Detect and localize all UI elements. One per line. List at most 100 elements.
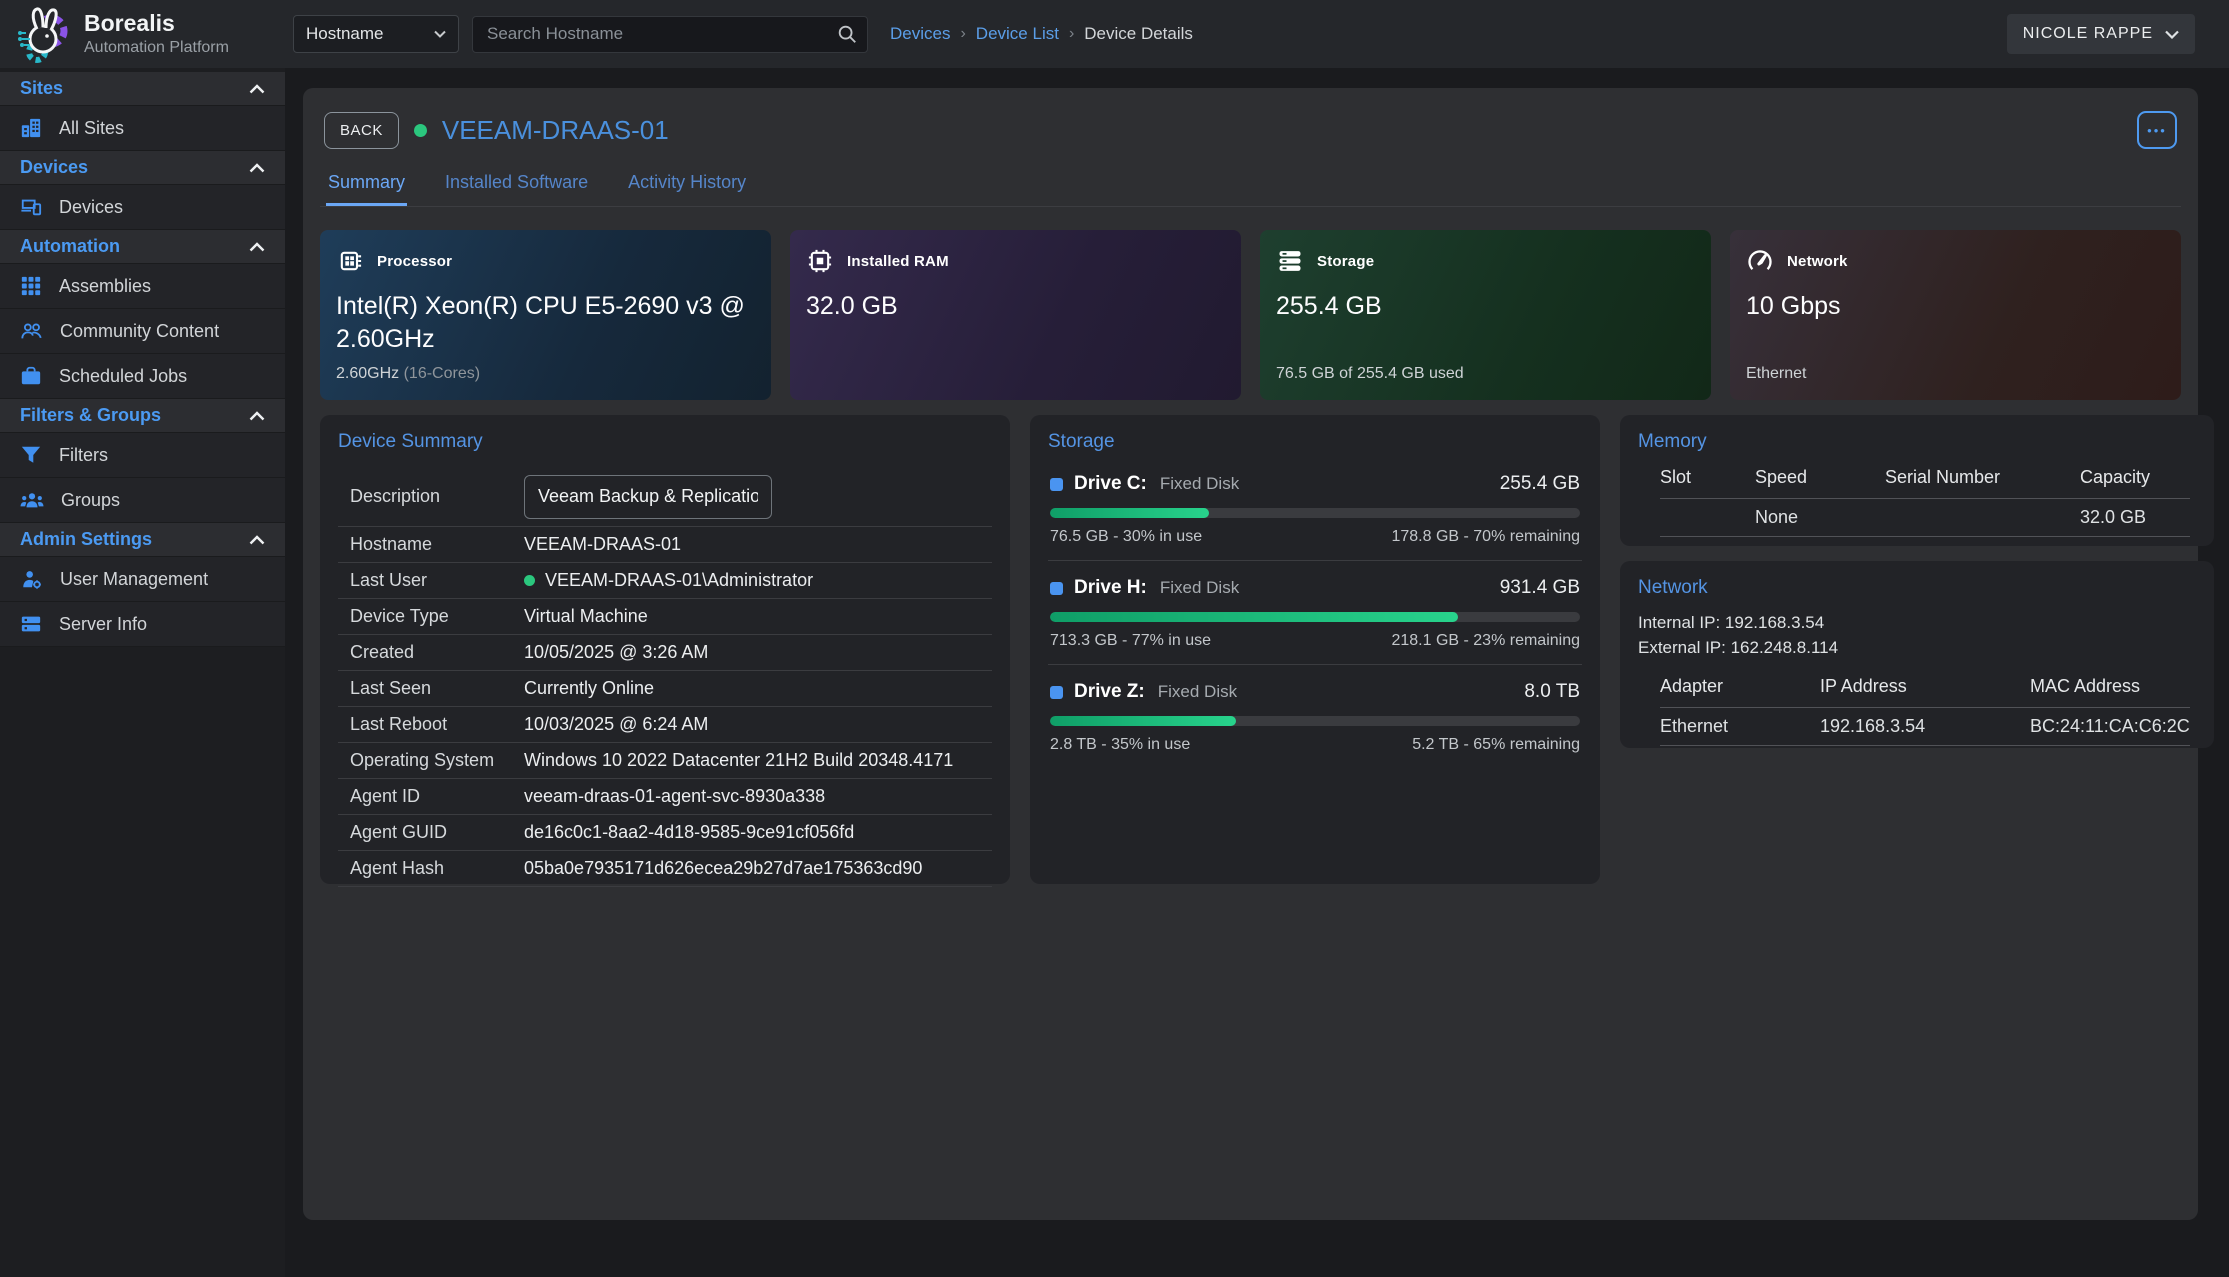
sidebar-item-assemblies[interactable]: Assemblies xyxy=(0,264,285,309)
sidebar-item-filters[interactable]: Filters xyxy=(0,433,285,478)
network-footer: Ethernet xyxy=(1746,365,1807,382)
groups-icon xyxy=(20,489,44,511)
user-menu-button[interactable]: NICOLE RAPPE xyxy=(2006,14,2195,54)
device-summary-panel: Device Summary Description HostnameVEEAM… xyxy=(320,415,1010,887)
ram-value: 32.0 GB xyxy=(806,292,898,320)
search-input[interactable] xyxy=(472,15,868,53)
drive-c-used: 76.5 GB - 30% in use xyxy=(1050,528,1203,545)
summary-row-agent-guid: Agent GUID de16c0c1-8aa2-4d18-9585-9ce91c… xyxy=(338,815,992,851)
stat-card-installed-ram: Installed RAM 32.0 GB xyxy=(790,230,1241,400)
search-box xyxy=(472,15,868,53)
sidebar-item-server-info[interactable]: Server Info xyxy=(0,602,285,647)
external-ip: External IP: 162.248.8.114 xyxy=(1638,637,1839,657)
sidebar-section-admin-settings[interactable]: Admin Settings xyxy=(0,523,285,557)
detail-panels: Device Summary Description HostnameVEEAM… xyxy=(320,415,2214,887)
sidebar-section-devices[interactable]: Devices xyxy=(0,151,285,185)
stat-card-network: Network 10 Gbps Ethernet xyxy=(1730,230,2181,400)
sidebar-item-devices[interactable]: Devices xyxy=(0,185,285,230)
drive-bullet-icon xyxy=(1050,477,1063,491)
summary-row-agent-hash: Agent Hash 05ba0e7935171d626ecea29b27d7ae… xyxy=(338,851,992,887)
tab-summary[interactable]: Summary xyxy=(326,172,407,206)
memory-panel: Memory Slot Speed Serial Number Capacity… xyxy=(1620,415,2214,546)
memory-table-header: Slot Speed Serial Number Capacity xyxy=(1660,467,2190,499)
stat-card-storage: Storage 255.4 GB 76.5 GB of 255.4 GB use… xyxy=(1260,230,1711,400)
tab-installed-software[interactable]: Installed Software xyxy=(445,172,589,192)
hostname-filter-select[interactable]: Hostname xyxy=(293,15,459,53)
summary-row-last-user: Last User VEEAM-DRAAS-01\Administrator xyxy=(338,563,992,599)
sidebar-item-scheduled-jobs[interactable]: Scheduled Jobs xyxy=(0,354,285,399)
sidebar-item-user-management[interactable]: User Management xyxy=(0,557,285,602)
stat-card-processor: Processor Intel(R) Xeon(R) CPU E5-2690 v… xyxy=(320,230,771,400)
device-summary-title: Device Summary xyxy=(338,431,483,452)
drive-z-progress xyxy=(1050,716,1580,726)
storage-footer: 76.5 GB of 255.4 GB used xyxy=(1276,365,1464,382)
community-people-icon xyxy=(20,320,43,342)
storage-panel-title: Storage xyxy=(1048,431,1115,452)
device-header: BACK VEEAM-DRAAS-01 ••• xyxy=(320,108,2181,152)
right-column: Memory Slot Speed Serial Number Capacity… xyxy=(1620,415,2214,748)
brand-name: Borealis xyxy=(84,10,175,37)
ram-chip-icon xyxy=(806,247,834,275)
drive-bullet-icon xyxy=(1050,685,1063,699)
top-bar: Borealis Automation Platform Hostname De… xyxy=(0,0,2229,68)
briefcase-icon xyxy=(20,365,42,387)
last-user-online-dot xyxy=(524,575,535,586)
drive-z-row: Drive Z: Fixed Disk 8.0 TB 2.8 TB - 35% … xyxy=(1050,681,1580,753)
sidebar-section-automation[interactable]: Automation xyxy=(0,230,285,264)
devices-icon xyxy=(20,196,42,218)
sidebar-item-groups[interactable]: Groups xyxy=(0,478,285,523)
network-ips: Internal IP: 192.168.3.54 External IP: 1… xyxy=(1638,611,2196,660)
breadcrumb-separator: › xyxy=(960,25,966,42)
sidebar-item-all-sites[interactable]: All Sites xyxy=(0,106,285,151)
breadcrumb-separator: › xyxy=(1068,25,1075,42)
sidebar-nav: Sites All Sites Devic xyxy=(0,72,285,647)
drive-list: Drive C: Fixed Disk 255.4 GB 76.5 GB - 3… xyxy=(1048,457,1582,768)
speed-gauge-icon xyxy=(1746,247,1774,275)
network-panel-title: Network xyxy=(1638,577,1708,598)
summary-row-operating-system: Operating System Windows 10 2022 Datacent… xyxy=(338,743,992,779)
stat-cards: Processor Intel(R) Xeon(R) CPU E5-2690 v… xyxy=(320,230,2181,400)
sidebar-item-community-content[interactable]: Community Content xyxy=(0,309,285,354)
sidebar-section-filters-groups[interactable]: Filters & Groups xyxy=(0,399,285,433)
tab-activity-history[interactable]: Activity History xyxy=(628,172,747,192)
breadcrumb-devices[interactable]: Devices xyxy=(890,24,951,43)
summary-row-device-type: Device Type Virtual Machine xyxy=(338,599,992,635)
memory-table: Slot Speed Serial Number Capacity None 3… xyxy=(1638,467,2196,537)
breadcrumb-device-list[interactable]: Device List xyxy=(975,24,1059,43)
drive-bullet-icon xyxy=(1050,581,1063,595)
memory-table-row: None 32.0 GB xyxy=(1660,499,2190,537)
drive-z-remaining: 5.2 TB - 65% remaining xyxy=(1412,736,1580,753)
chevron-up-icon xyxy=(249,534,265,545)
more-actions-button[interactable]: ••• xyxy=(2137,111,2177,149)
summary-row-last-seen: Last Seen Currently Online xyxy=(338,671,992,707)
chevron-up-icon xyxy=(249,83,265,94)
search-icon[interactable] xyxy=(836,23,858,45)
drive-h-progress xyxy=(1050,612,1580,622)
storage-panel: Storage Drive C: Fixed Disk 255.4 GB xyxy=(1030,415,1600,884)
breadcrumb: Devices › Device List › Device Details xyxy=(890,24,1193,44)
drive-h-used: 713.3 GB - 77% in use xyxy=(1050,632,1211,649)
device-details-card: BACK VEEAM-DRAAS-01 ••• Summary Installe… xyxy=(303,88,2214,1220)
description-input[interactable] xyxy=(524,474,772,519)
server-icon xyxy=(20,613,42,635)
borealis-rabbit-logo xyxy=(13,5,71,63)
brand: Borealis Automation Platform xyxy=(0,5,285,63)
sidebar: Sites All Sites Devic xyxy=(0,68,285,1277)
summary-row-description: Description xyxy=(338,467,992,527)
main-area: BACK VEEAM-DRAAS-01 ••• Summary Installe… xyxy=(285,68,2229,1277)
processor-value: Intel(R) Xeon(R) CPU E5-2690 v3 @ 2.60GH… xyxy=(336,292,745,353)
brand-subtitle: Automation Platform xyxy=(84,38,229,56)
drive-z-used: 2.8 TB - 35% in use xyxy=(1050,736,1191,753)
back-button[interactable]: BACK xyxy=(324,111,399,149)
sidebar-section-sites[interactable]: Sites xyxy=(0,72,285,106)
summary-row-agent-id: Agent ID veeam-draas-01-agent-svc-8930a33… xyxy=(338,779,992,815)
chevron-down-icon xyxy=(2165,30,2179,39)
device-tabs: Summary Installed Software Activity Hist… xyxy=(320,172,2181,207)
user-gear-icon xyxy=(20,568,43,590)
chevron-up-icon xyxy=(249,241,265,252)
drive-c-remaining: 178.8 GB - 70% remaining xyxy=(1391,528,1580,545)
drive-c-row: Drive C: Fixed Disk 255.4 GB 76.5 GB - 3… xyxy=(1048,457,1582,561)
chevron-up-icon xyxy=(249,410,265,421)
